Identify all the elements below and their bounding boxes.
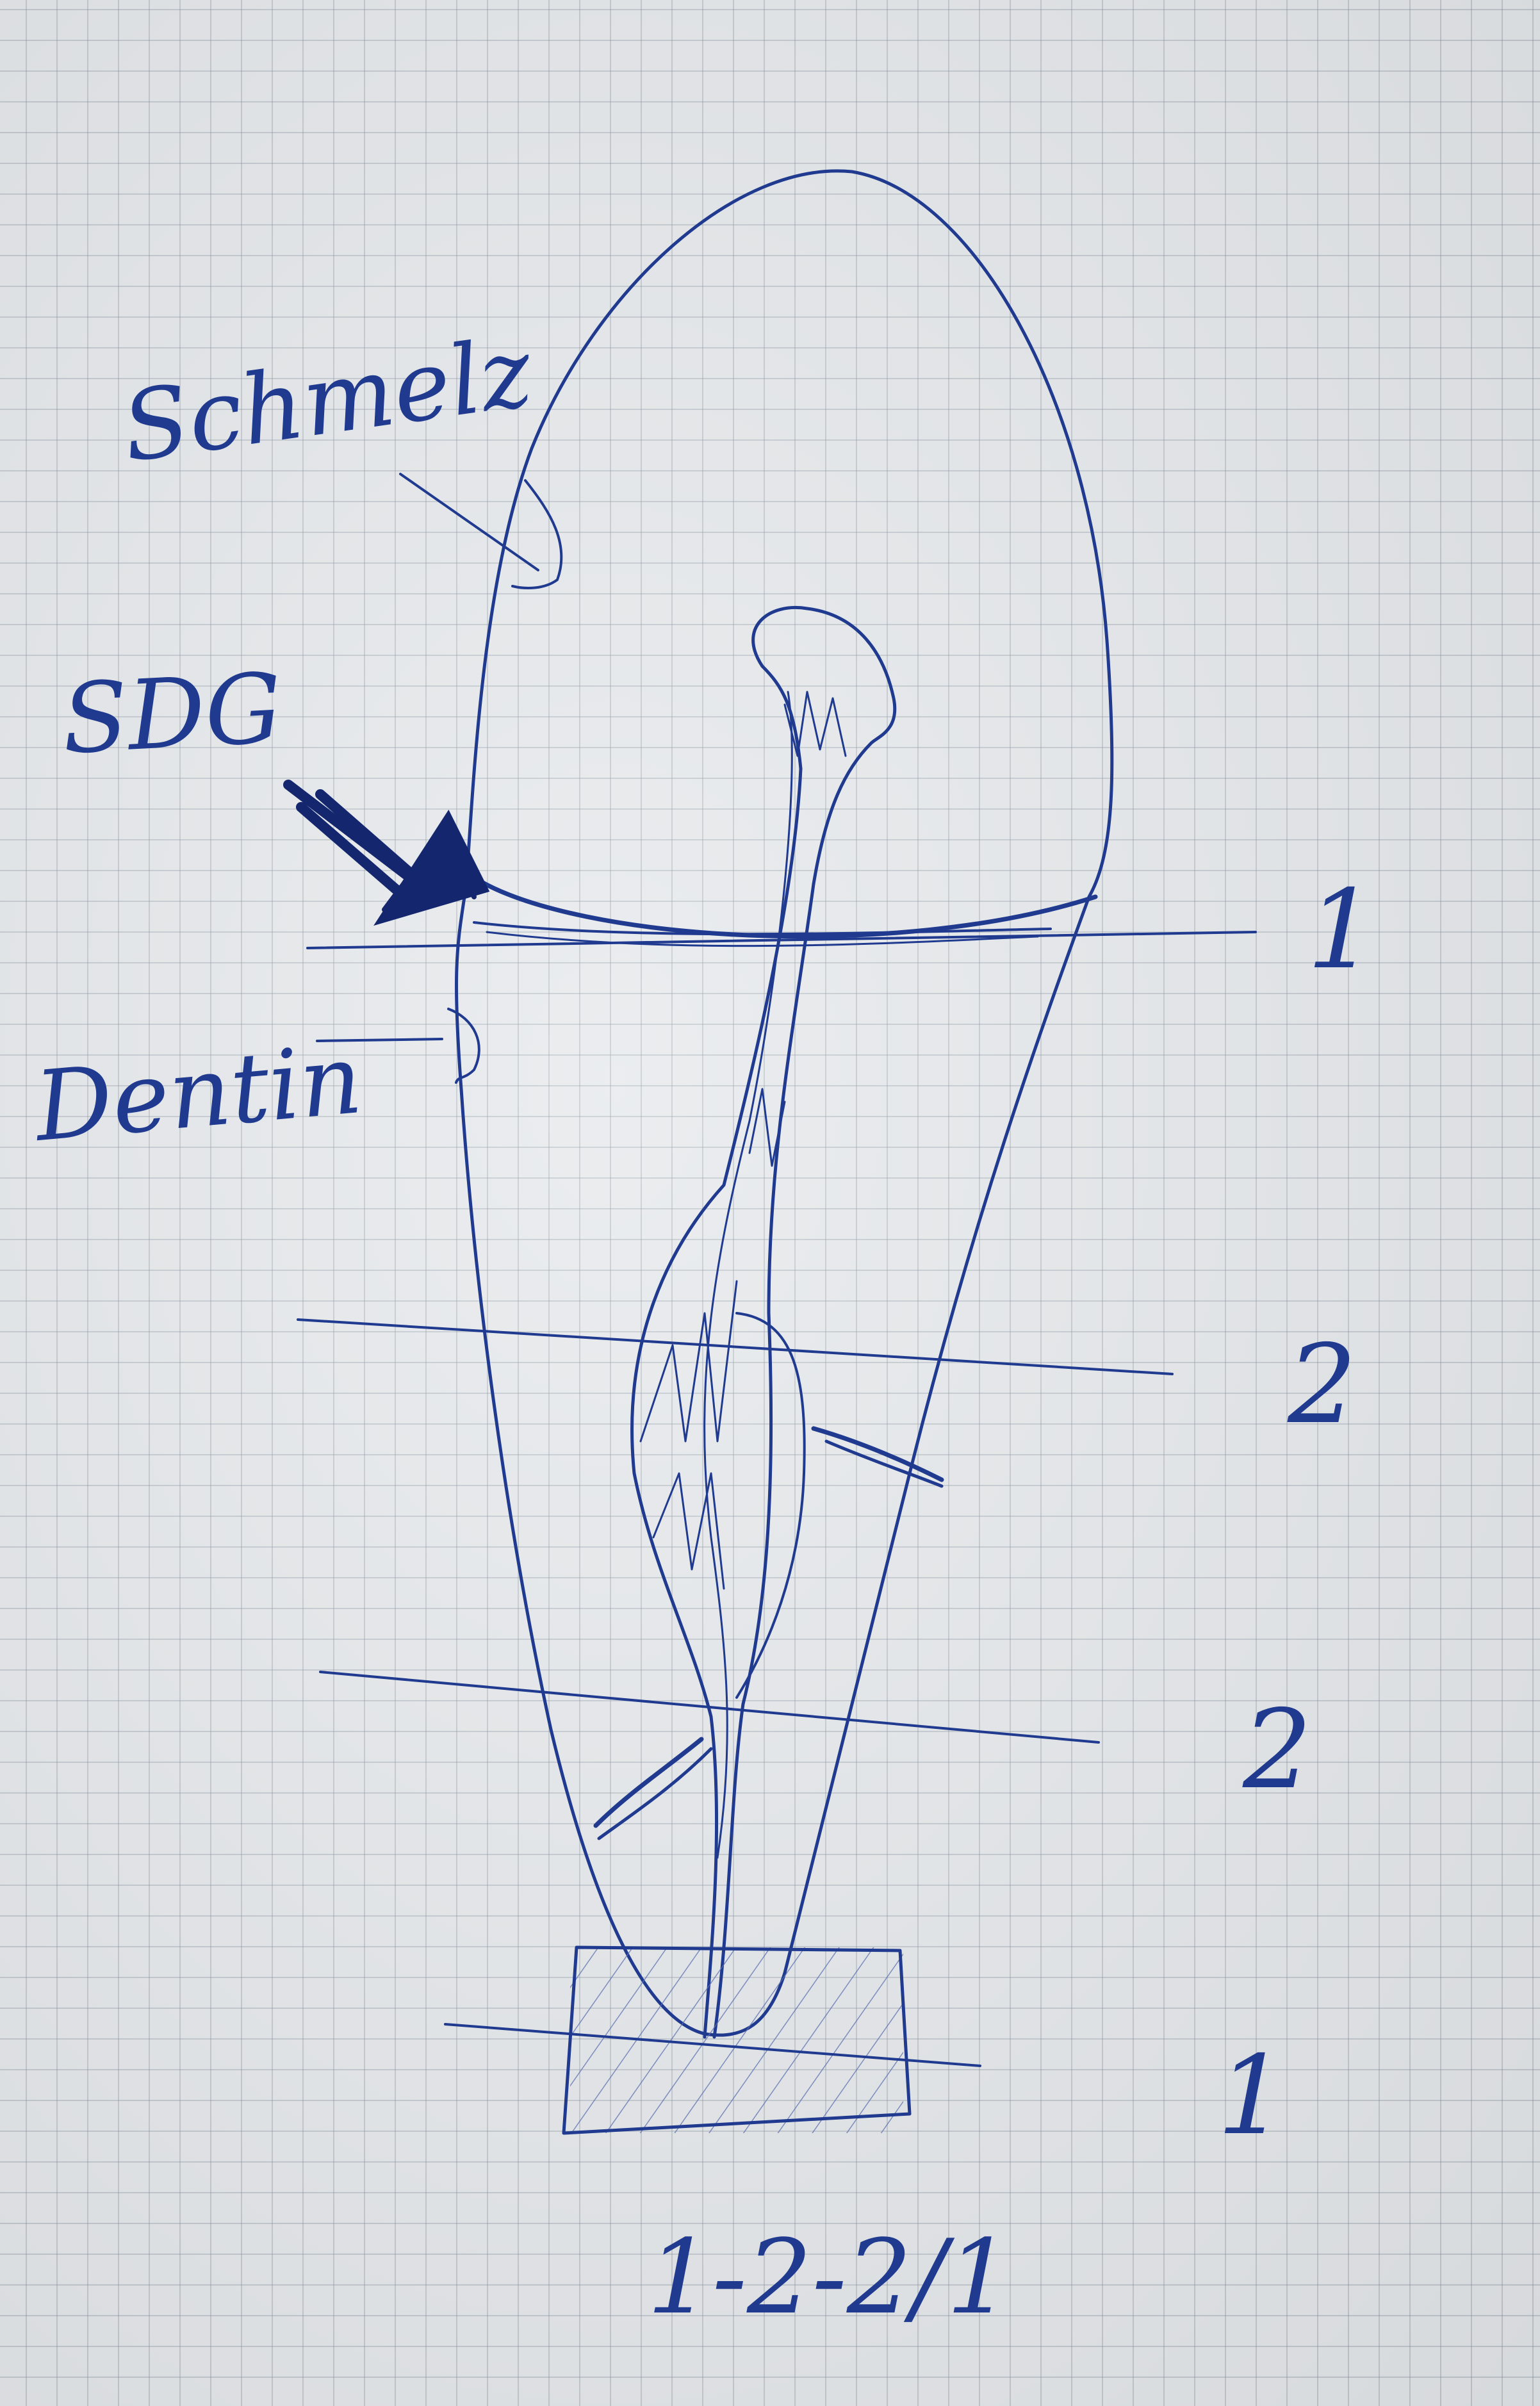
dentin-notch — [447, 1008, 480, 1084]
apex-block — [562, 1945, 912, 2135]
pulp-canal-right — [712, 882, 815, 2039]
apex-block-hatching — [570, 1947, 903, 2133]
pulp-canal-mid — [735, 1312, 806, 1699]
level-number-1: 1 — [1307, 867, 1376, 994]
lateral-canal-left-2 — [597, 1747, 713, 1840]
label-schmelz: Schmelz — [116, 316, 539, 484]
level-line-4 — [444, 2023, 981, 2067]
level-number-4: 1 — [1217, 2033, 1286, 2159]
crown-base-band — [473, 921, 1052, 936]
pulp-scribble-2 — [748, 691, 847, 1167]
pulp-horn — [751, 606, 897, 886]
enamel-notch — [511, 479, 563, 589]
label-dentin: Dentin — [29, 1024, 366, 1163]
level-line-2 — [297, 1318, 1174, 1375]
schmelz-pointer — [399, 473, 539, 571]
lateral-canal-right-2 — [824, 1439, 944, 1488]
level-line-3 — [319, 1671, 1100, 1744]
formula: 1-2-2/1 — [647, 2217, 1012, 2337]
level-line-1 — [306, 931, 1257, 949]
crown-base-band-2 — [486, 931, 1039, 947]
sdg-arrow-icon — [283, 780, 490, 926]
lateral-canal-right — [811, 1426, 944, 1482]
dentin-pointer — [316, 1038, 443, 1042]
level-number-2: 2 — [1287, 1322, 1357, 1448]
pulp-canal-left — [630, 664, 803, 2039]
pulp-scribble-1 — [639, 1280, 738, 1590]
level-number-3: 2 — [1242, 1687, 1312, 1813]
label-sdg: SDG — [60, 653, 284, 776]
lateral-canal-left — [593, 1737, 704, 1828]
pulp-inner-line — [703, 691, 793, 1859]
